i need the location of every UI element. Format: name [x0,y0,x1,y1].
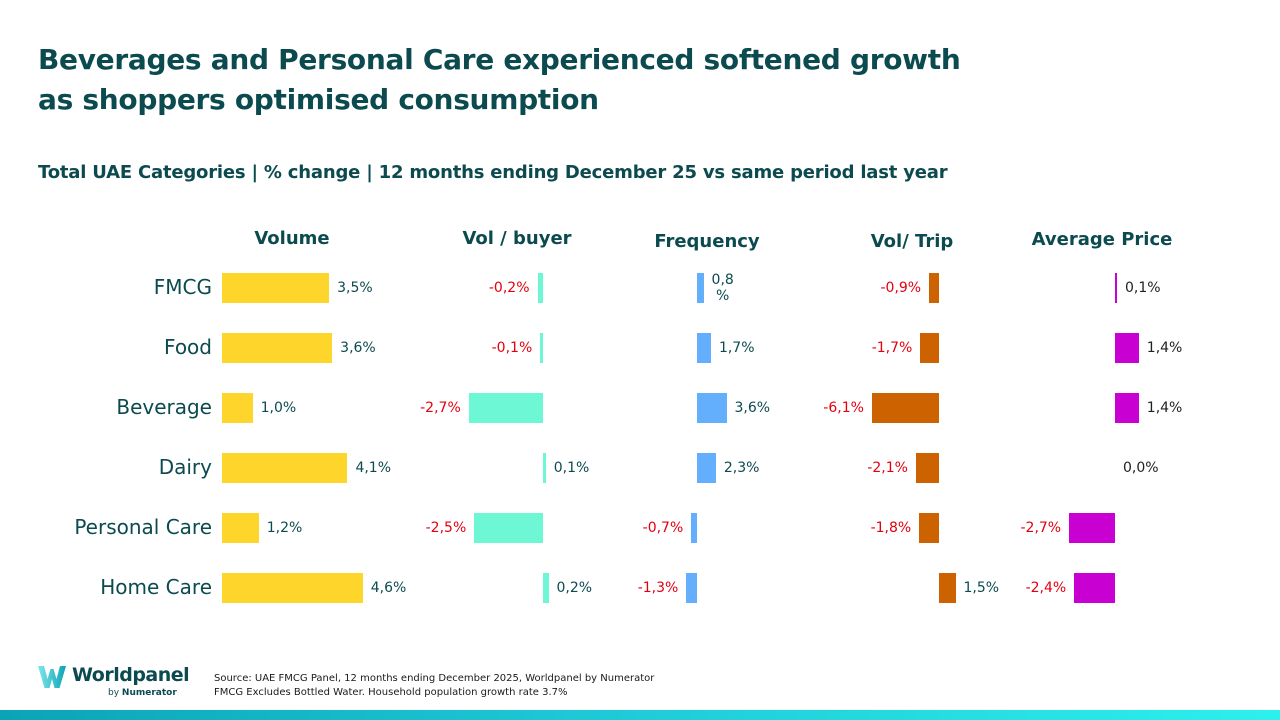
data-label-vol-trip-home-care: 1,5% [963,580,1000,596]
title-line-1: Beverages and Personal Care experienced … [38,43,961,76]
bar-frequency-beverage [697,393,727,423]
bar-vol-trip-home-care [939,573,956,603]
bar-vol-trip-food [920,333,939,363]
data-label-frequency-personal-care: -0,7% [642,520,684,536]
data-label-vol-trip-dairy: -2,1% [867,460,908,476]
bar-average-price-fmcg [1115,273,1117,303]
data-label-vol-buyer-personal-care: -2,5% [425,520,467,536]
category-label-beverage: Beverage [116,395,212,419]
bar-volume-personal-care [222,513,259,543]
bar-volume-fmcg [222,273,330,303]
bar-vol-trip-beverage [871,393,939,423]
data-label-average-price-fmcg: 0,1% [1125,280,1161,296]
bar-frequency-dairy [697,453,716,483]
data-label-frequency-food: 1,7% [718,340,755,356]
series-header-vol-buyer: Vol / buyer [462,228,572,249]
bar-average-price-food [1115,333,1139,363]
data-label-average-price-personal-care: -2,7% [1020,520,1062,536]
data-label-vol-buyer-food: -0,1% [491,340,533,356]
title-line-2: as shoppers optimised consumption [38,83,599,116]
category-label-food: Food [164,335,212,359]
data-label-frequency-home-care: -1,3% [637,580,679,596]
logo-brand-text: Numerator [121,688,177,698]
category-label-home-care: Home Care [100,575,212,599]
bar-volume-food [222,333,333,363]
bar-average-price-personal-care [1069,513,1115,543]
bar-volume-dairy [222,453,348,483]
data-label-vol-buyer-fmcg: -0,2% [488,280,530,296]
bar-vol-buyer-food [540,333,543,363]
data-label-vol-buyer-beverage: -2,7% [420,400,461,416]
data-label-average-price-home-care: -2,4% [1025,580,1067,596]
bar-vol-trip-personal-care [919,513,939,543]
bar-vol-buyer-personal-care [474,513,543,543]
bar-frequency-home-care [686,573,697,603]
bar-volume-beverage [222,393,253,423]
data-label-volume-fmcg: 3,5% [337,280,373,296]
bar-vol-buyer-beverage [468,393,543,423]
series-header-volume: Volume [254,228,330,249]
bar-vol-buyer-home-care [543,573,549,603]
bar-frequency-personal-care [691,513,697,543]
series-header-average-price: Average Price [1031,229,1173,250]
category-label-dairy: Dairy [158,455,212,479]
data-label-vol-buyer-dairy: 0,1% [553,460,590,476]
bar-volume-home-care [222,573,363,603]
data-label-frequency-beverage: 3,6% [734,400,771,416]
data-label-frequency-fmcg: 0,8 % [711,272,734,304]
source-note: Source: UAE FMCG Panel, 12 months ending… [214,672,654,700]
data-label-average-price-beverage: 1,4% [1146,400,1183,416]
data-label-vol-buyer-home-care: 0,2% [556,580,593,596]
category-label-fmcg: FMCG [153,275,212,299]
data-label-average-price-food: 1,4% [1146,340,1183,356]
series-header-frequency: Frequency [654,231,760,252]
logo-by-text: by [108,688,120,698]
bottom-accent-bar [0,710,1280,720]
data-label-average-price-dairy: 0,0% [1123,460,1159,476]
series-header-vol-trip: Vol/ Trip [870,231,954,252]
bar-vol-buyer-fmcg [537,273,543,303]
source-line-2: FMCG Excludes Bottled Water. Household p… [214,687,568,698]
data-label-vol-trip-fmcg: -0,9% [880,280,922,296]
data-label-vol-trip-beverage: -6,1% [823,400,864,416]
data-label-volume-personal-care: 1,2% [266,520,303,536]
category-label-personal-care: Personal Care [74,515,212,539]
data-label-vol-trip-personal-care: -1,8% [870,520,912,536]
bar-average-price-beverage [1115,393,1139,423]
slide-title: Beverages and Personal Care experienced … [38,40,1038,120]
bar-frequency-food [697,333,711,363]
chart-subtitle: Total UAE Categories | % change | 12 mon… [38,162,948,183]
source-line-1: Source: UAE FMCG Panel, 12 months ending… [214,673,655,684]
data-label-volume-home-care: 4,6% [370,580,407,596]
data-label-volume-dairy: 4,1% [355,460,392,476]
logo-wordmark: Worldpanel [72,664,190,686]
data-label-frequency-dairy: 2,3% [723,460,760,476]
data-label-volume-beverage: 1,0% [260,400,297,416]
bar-average-price-home-care [1074,573,1115,603]
bar-vol-trip-dairy [915,453,939,483]
logo-byline: by Numerator [108,688,177,698]
data-label-vol-trip-food: -1,7% [871,340,913,356]
bar-frequency-fmcg [697,273,704,303]
bar-vol-trip-fmcg [929,273,939,303]
worldpanel-logo: Worldpanel by Numerator [38,664,190,700]
worldpanel-w-icon [38,666,66,688]
bar-vol-buyer-dairy [543,453,546,483]
data-label-volume-food: 3,6% [340,340,376,356]
